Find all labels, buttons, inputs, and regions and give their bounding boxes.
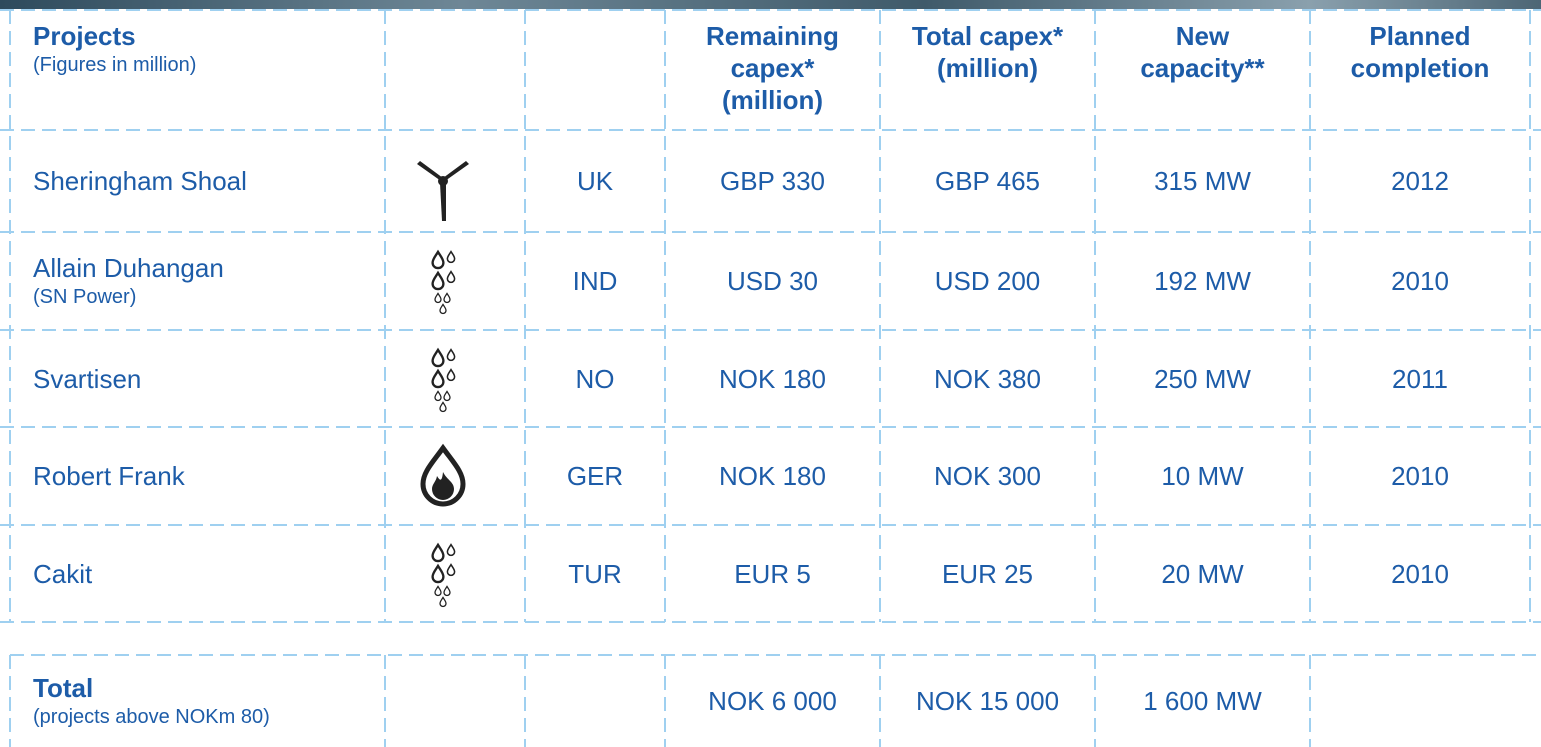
project-name-cell: Cakit (10, 525, 385, 622)
project-name: Robert Frank (33, 460, 185, 492)
table-cell: NO (525, 330, 665, 427)
table-cell: NOK 180 (665, 427, 880, 525)
cell-text: IND (573, 265, 618, 297)
table-cell: GBP 465 (880, 130, 1095, 232)
table-cell: 2010 (1310, 525, 1530, 622)
column-header-line: capex* (731, 52, 815, 84)
table-cell: GER (525, 427, 665, 525)
project-name: Cakit (33, 558, 92, 590)
hydro-icon (433, 350, 455, 412)
cell-text: 2012 (1391, 165, 1449, 197)
project-name-cell: Svartisen (10, 330, 385, 427)
cell-text: 10 MW (1161, 460, 1243, 492)
table-cell: 2010 (1310, 427, 1530, 525)
project-name: Allain Duhangan (33, 252, 224, 284)
cell-text: NO (576, 363, 615, 395)
cell-text: GBP 465 (935, 165, 1040, 197)
column-header-line: (million) (937, 52, 1038, 84)
header-subtitle: (Figures in million) (33, 52, 196, 78)
header-title: Projects (33, 20, 136, 52)
table-cell: USD 200 (880, 232, 1095, 330)
table-cell: 250 MW (1095, 330, 1310, 427)
cell-text: 192 MW (1154, 265, 1251, 297)
cell-text: NOK 300 (934, 460, 1041, 492)
table-cell: EUR 25 (880, 525, 1095, 622)
header-projects: Projects(Figures in million) (10, 10, 385, 130)
cell-text: NOK 180 (719, 363, 826, 395)
cell-text: 315 MW (1154, 165, 1251, 197)
gas-icon (423, 448, 463, 504)
cell-text: TUR (568, 558, 621, 590)
table-cell: NOK 180 (665, 330, 880, 427)
hydro-icon (433, 252, 455, 314)
cell-text: 2010 (1391, 460, 1449, 492)
project-name-cell: Robert Frank (10, 427, 385, 525)
table-cell: 20 MW (1095, 525, 1310, 622)
project-name: Sheringham Shoal (33, 165, 247, 197)
project-name-cell: Allain Duhangan(SN Power) (10, 232, 385, 330)
table-cell: 2010 (1310, 232, 1530, 330)
cell-text: 20 MW (1161, 558, 1243, 590)
cell-text: EUR 25 (942, 558, 1033, 590)
table-cell: 2011 (1310, 330, 1530, 427)
table-cell: UK (525, 130, 665, 232)
cell-text: 2010 (1391, 265, 1449, 297)
cell-text: EUR 5 (734, 558, 811, 590)
cell-text: USD 200 (935, 265, 1041, 297)
total-cell: 1 600 MW (1095, 655, 1310, 747)
page: (() => { const data = JSON.parse(documen… (0, 0, 1541, 747)
column-header-line: Remaining (706, 20, 839, 52)
total-label: Total (33, 672, 93, 704)
cell-text: UK (577, 165, 613, 197)
total-note: (projects above NOKm 80) (33, 704, 270, 730)
cell-text: GER (567, 460, 623, 492)
column-header-line: capacity** (1140, 52, 1264, 84)
table-cell: 192 MW (1095, 232, 1310, 330)
wind-icon (417, 161, 469, 221)
table-cell: 2012 (1310, 130, 1530, 232)
cell-text: 1 600 MW (1143, 685, 1262, 717)
cell-text: 2010 (1391, 558, 1449, 590)
column-header-line: Total capex* (912, 20, 1063, 52)
cell-text: NOK 15 000 (916, 685, 1059, 717)
total-label-cell: Total(projects above NOKm 80) (10, 655, 385, 747)
cell-text: GBP 330 (720, 165, 825, 197)
cell-text: NOK 380 (934, 363, 1041, 395)
column-header-line: (million) (722, 84, 823, 116)
table-cell: GBP 330 (665, 130, 880, 232)
column-header-line: completion (1351, 52, 1490, 84)
cell-text: USD 30 (727, 265, 818, 297)
table-cell: NOK 380 (880, 330, 1095, 427)
column-header-line: Planned (1369, 20, 1470, 52)
project-name-cell: Sheringham Shoal (10, 130, 385, 232)
cell-text: 2011 (1392, 363, 1448, 395)
table-cell: TUR (525, 525, 665, 622)
cell-text: 250 MW (1154, 363, 1251, 395)
project-note: (SN Power) (33, 284, 136, 310)
column-header: Total capex*(million) (880, 10, 1095, 130)
table-cell: USD 30 (665, 232, 880, 330)
cell-text: NOK 180 (719, 460, 826, 492)
table-cell: 315 MW (1095, 130, 1310, 232)
table-cell: NOK 300 (880, 427, 1095, 525)
project-name: Svartisen (33, 363, 141, 395)
table-cell: 10 MW (1095, 427, 1310, 525)
total-cell: NOK 15 000 (880, 655, 1095, 747)
total-cell: NOK 6 000 (665, 655, 880, 747)
hydro-icon (433, 545, 455, 607)
cell-text: NOK 6 000 (708, 685, 837, 717)
column-header-line: New (1176, 20, 1229, 52)
table-cell: IND (525, 232, 665, 330)
table-cell: EUR 5 (665, 525, 880, 622)
